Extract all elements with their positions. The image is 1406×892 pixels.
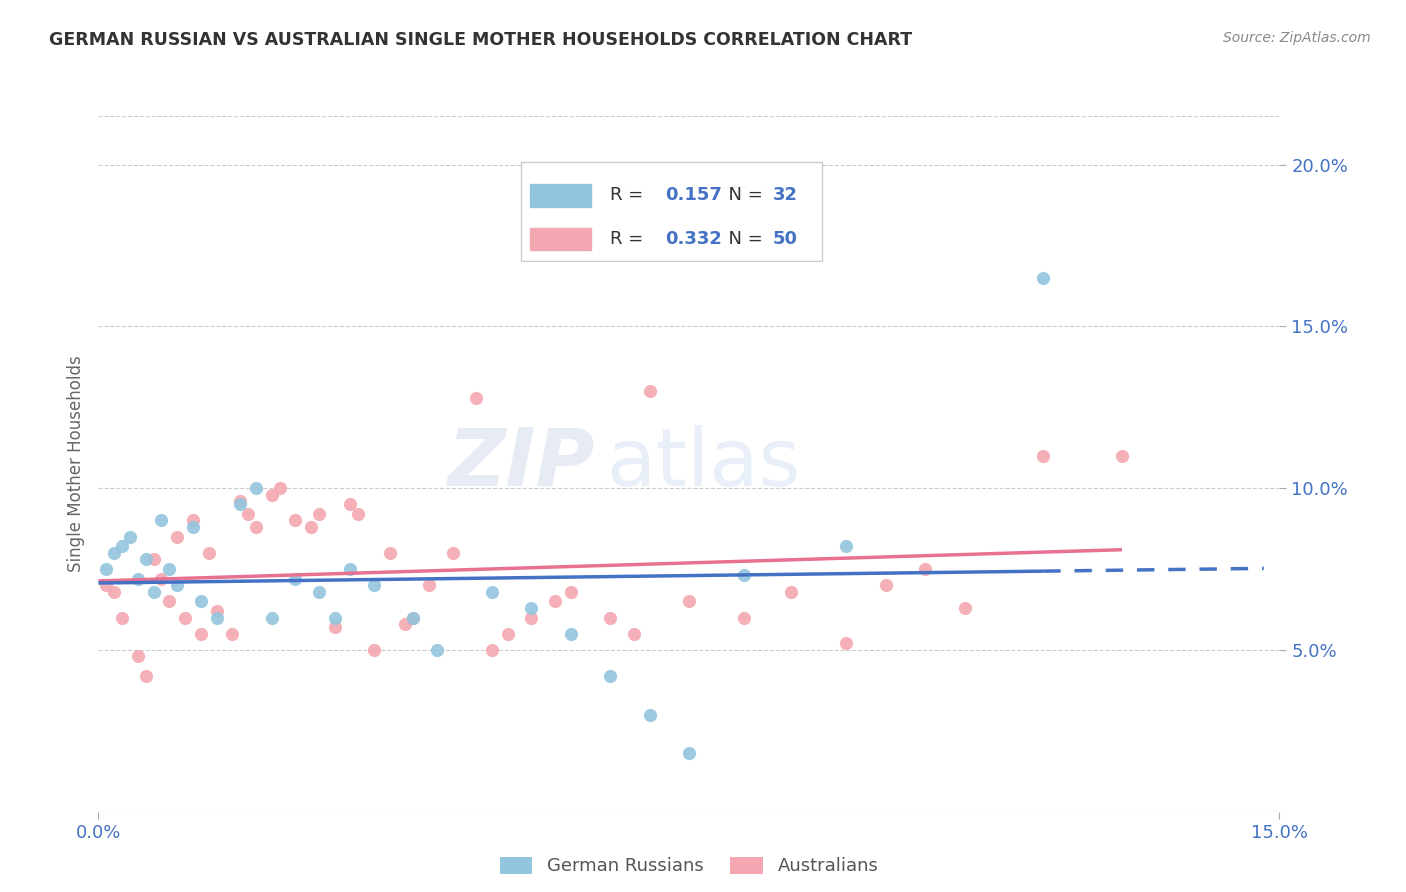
- Point: [638, 707, 661, 722]
- Point: [520, 610, 543, 624]
- Point: [426, 643, 449, 657]
- Text: N =: N =: [717, 186, 769, 204]
- Point: [142, 584, 165, 599]
- Point: [181, 513, 204, 527]
- Point: [166, 578, 188, 592]
- Point: [481, 584, 503, 599]
- Point: [127, 572, 149, 586]
- Text: 50: 50: [772, 230, 797, 248]
- Point: [166, 530, 188, 544]
- Point: [174, 610, 197, 624]
- Point: [197, 546, 219, 560]
- Point: [323, 610, 346, 624]
- Point: [323, 620, 346, 634]
- Point: [402, 610, 425, 624]
- Point: [299, 520, 322, 534]
- Point: [733, 610, 755, 624]
- Point: [1032, 449, 1054, 463]
- Point: [96, 578, 118, 592]
- Point: [560, 626, 582, 640]
- Point: [363, 643, 385, 657]
- Point: [835, 636, 858, 650]
- FancyBboxPatch shape: [520, 162, 821, 261]
- Point: [914, 562, 936, 576]
- Point: [441, 546, 464, 560]
- Text: R =: R =: [610, 230, 648, 248]
- Point: [135, 669, 157, 683]
- Text: ZIP: ZIP: [447, 425, 595, 503]
- Point: [181, 520, 204, 534]
- Text: 0.332: 0.332: [665, 230, 721, 248]
- Point: [260, 487, 283, 501]
- Point: [1032, 270, 1054, 285]
- Point: [678, 747, 700, 761]
- Text: GERMAN RUSSIAN VS AUSTRALIAN SINGLE MOTHER HOUSEHOLDS CORRELATION CHART: GERMAN RUSSIAN VS AUSTRALIAN SINGLE MOTH…: [49, 31, 912, 49]
- Point: [835, 540, 858, 554]
- Point: [520, 600, 543, 615]
- Point: [111, 540, 134, 554]
- Point: [96, 562, 118, 576]
- Point: [205, 610, 228, 624]
- Point: [560, 584, 582, 599]
- Text: Source: ZipAtlas.com: Source: ZipAtlas.com: [1223, 31, 1371, 45]
- Point: [733, 568, 755, 582]
- Point: [245, 481, 267, 495]
- Text: atlas: atlas: [606, 425, 800, 503]
- Point: [284, 572, 307, 586]
- Point: [150, 513, 173, 527]
- Point: [378, 546, 401, 560]
- Point: [308, 507, 330, 521]
- Point: [465, 391, 488, 405]
- Point: [157, 562, 180, 576]
- Point: [157, 594, 180, 608]
- Text: 32: 32: [772, 186, 797, 204]
- Point: [284, 513, 307, 527]
- Point: [308, 584, 330, 599]
- Point: [1111, 449, 1133, 463]
- Point: [103, 584, 125, 599]
- Point: [875, 578, 897, 592]
- Point: [347, 507, 370, 521]
- Point: [339, 497, 361, 511]
- Point: [236, 507, 259, 521]
- Point: [599, 669, 621, 683]
- Point: [544, 594, 567, 608]
- Point: [127, 649, 149, 664]
- Point: [953, 600, 976, 615]
- Point: [111, 610, 134, 624]
- Point: [260, 610, 283, 624]
- Point: [245, 520, 267, 534]
- Point: [623, 626, 645, 640]
- Y-axis label: Single Mother Households: Single Mother Households: [66, 356, 84, 572]
- Legend: German Russians, Australians: German Russians, Australians: [492, 849, 886, 883]
- Point: [638, 384, 661, 398]
- Point: [229, 497, 252, 511]
- Point: [269, 481, 291, 495]
- Text: N =: N =: [717, 230, 769, 248]
- Bar: [530, 185, 592, 207]
- Point: [150, 572, 173, 586]
- Point: [118, 530, 141, 544]
- Text: R =: R =: [610, 186, 648, 204]
- Point: [339, 562, 361, 576]
- Point: [190, 594, 212, 608]
- Point: [205, 604, 228, 618]
- Point: [103, 546, 125, 560]
- Point: [135, 552, 157, 566]
- Point: [678, 594, 700, 608]
- Point: [418, 578, 440, 592]
- Point: [142, 552, 165, 566]
- Text: 0.157: 0.157: [665, 186, 721, 204]
- Bar: [530, 227, 592, 250]
- Point: [481, 643, 503, 657]
- Point: [229, 494, 252, 508]
- Point: [221, 626, 243, 640]
- Point: [190, 626, 212, 640]
- Point: [599, 610, 621, 624]
- Point: [780, 584, 803, 599]
- Point: [496, 626, 519, 640]
- Point: [363, 578, 385, 592]
- Point: [402, 610, 425, 624]
- Point: [394, 617, 416, 632]
